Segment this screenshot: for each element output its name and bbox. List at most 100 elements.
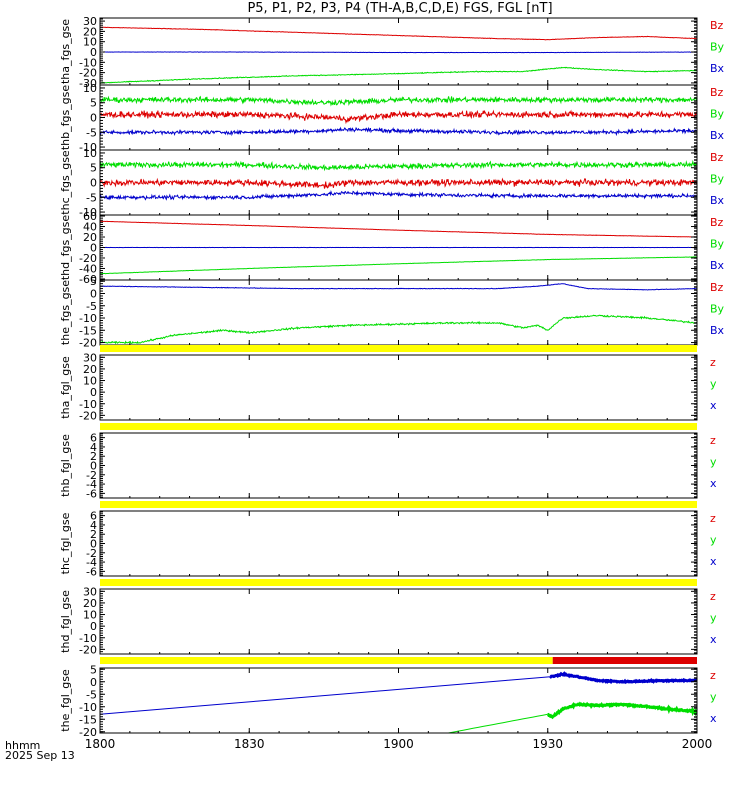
series-line-Bz (100, 109, 697, 125)
series-line-y (448, 713, 548, 733)
y-tick-label: 5 (90, 162, 97, 175)
series-line-By (100, 95, 697, 107)
y-tick-label: -5 (86, 126, 97, 139)
legend-By: By (710, 41, 725, 54)
y-tick-label: -2 (86, 547, 97, 560)
y-tick-label: 6 (90, 432, 97, 445)
legend-y: y (710, 612, 717, 625)
panel-frame (99, 279, 698, 346)
series-line-Bx (100, 126, 697, 137)
y-tick-label: 5 (90, 275, 97, 288)
y-tick-label: -5 (86, 300, 97, 313)
y-tick-label: 10 (83, 609, 97, 622)
y-tick-label: 0 (90, 676, 97, 689)
series-line-Bz (100, 220, 697, 238)
flag-bar-yellow (100, 423, 697, 430)
series-line-Bx (100, 256, 697, 275)
legend-z: z (710, 669, 716, 682)
y-tick-label: 40 (83, 221, 97, 234)
legend-By: By (710, 303, 725, 316)
legend-z: z (710, 590, 716, 603)
y-tick-label: -10 (79, 141, 97, 154)
y-tick-label: -10 (79, 56, 97, 69)
y-tick-label: -10 (79, 701, 97, 714)
y-tick-label: -20 (79, 409, 97, 422)
plot-title: P5, P1, P2, P3, P4 (TH-A,B,C,D,E) FGS, F… (247, 1, 553, 16)
legend-z: z (710, 356, 716, 369)
legend-By: By (710, 108, 725, 121)
series-line-Bz (100, 177, 697, 190)
panel-thc_fgs_gse: 10 5 0-5 -10 thc_fgs_gse Bz By Bx (59, 147, 725, 219)
y-tick-label: -5 (86, 688, 97, 701)
y-tick-label: -10 (79, 632, 97, 645)
y-tick-label: -6 (86, 487, 97, 500)
legend-By: By (710, 238, 725, 251)
y-tick-label: 60 (83, 210, 97, 223)
y-tick-label: 20 (83, 231, 97, 244)
legend-y: y (710, 456, 717, 469)
y-tick-label: -4 (86, 478, 97, 491)
y-tick-label: 0 (90, 538, 97, 551)
y-tick-label: -60 (79, 273, 97, 286)
y-tick-label: 4 (90, 519, 97, 532)
legend-y: y (710, 378, 717, 391)
panel-the_fgl_gse: 50-5-10-15-20 the_fgl_gse zyx (59, 657, 717, 739)
y-axis-label: thb_fgl_gse (59, 434, 72, 497)
y-tick-label: -20 (79, 337, 97, 350)
y-tick-label: 10 (83, 36, 97, 49)
y-tick-label: -20 (79, 252, 97, 265)
y-axis-label: thb_fgs_gse (59, 85, 72, 151)
y-tick-label: 20 (83, 597, 97, 610)
y-tick-label: 10 (83, 375, 97, 388)
legend-x: x (710, 712, 717, 725)
y-tick-label: 5 (90, 663, 97, 676)
series-line-By (100, 283, 697, 291)
y-tick-label: -10 (79, 398, 97, 411)
y-tick-label: -20 (79, 67, 97, 80)
legend-z: z (710, 434, 716, 447)
legend-Bz: Bz (710, 86, 724, 99)
y-tick-label: -10 (79, 312, 97, 325)
panel-frame (99, 84, 698, 151)
y-tick-label: 5 (90, 97, 97, 110)
series-line-x-fgl (549, 671, 697, 685)
y-tick-label: 20 (83, 363, 97, 376)
y-axis-label: tha_fgs_gse (59, 19, 72, 84)
legend-Bx: Bx (710, 194, 725, 207)
y-tick-label: 2 (90, 528, 97, 541)
flag-bar-yellow (100, 579, 697, 586)
x-tick-label: 1930 (532, 737, 563, 751)
y-axis-label: tha_fgl_gse (59, 356, 72, 419)
legend-Bz: Bz (710, 281, 724, 294)
y-tick-label: 0 (90, 112, 97, 125)
y-axis-label: thc_fgs_gse (59, 150, 72, 215)
y-tick-label: 4 (90, 441, 97, 454)
y-tick-label: 0 (90, 46, 97, 59)
series-line-Bz (100, 26, 697, 41)
y-tick-label: 0 (90, 242, 97, 255)
y-tick-label: -30 (79, 77, 97, 90)
flag-bar-yellow (100, 501, 697, 508)
y-tick-label: 30 (83, 351, 97, 364)
y-tick-label: 0 (90, 620, 97, 633)
series-line-By (100, 159, 697, 172)
x-tick-label: 2000 (682, 737, 713, 751)
y-axis-label: thd_fgs_gse (59, 215, 72, 281)
panel-frame (99, 354, 698, 421)
y-tick-label: -5 (86, 191, 97, 204)
flag-bar-yellow (100, 345, 697, 352)
legend-Bx: Bx (710, 129, 725, 142)
panel-frame (99, 510, 698, 577)
panel-frame (99, 667, 698, 734)
legend-y: y (710, 691, 717, 704)
y-tick-label: -40 (79, 262, 97, 275)
series-line-y-fgl (547, 701, 697, 720)
series-line-Bx (100, 190, 697, 201)
panel-frame (99, 588, 698, 655)
legend-x: x (710, 633, 717, 646)
